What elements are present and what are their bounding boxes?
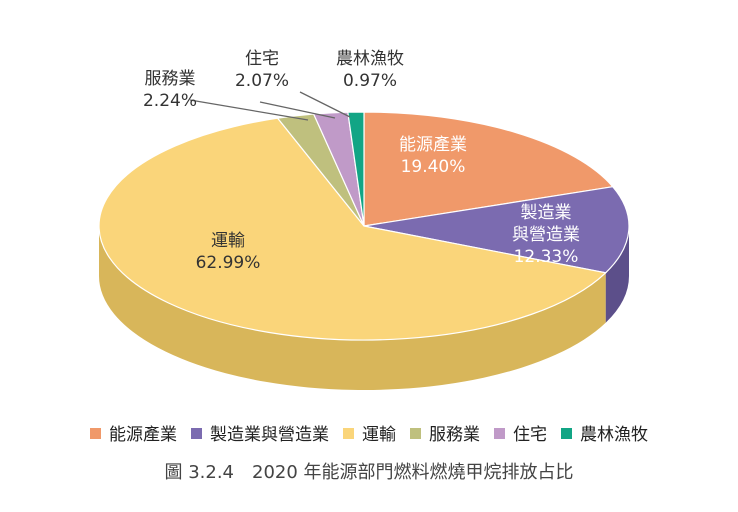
legend-label: 運輸 <box>362 425 396 445</box>
legend-label: 農林漁牧 <box>580 425 648 445</box>
legend-swatch <box>494 428 505 439</box>
leader-line <box>299 91 351 118</box>
legend-item: 服務業 <box>410 425 480 445</box>
chart-title: 圖 3.2.4 2020 年能源部門燃料燃燒甲烷排放占比 <box>164 462 574 483</box>
legend-item: 住宅 <box>494 425 547 445</box>
data-label: 製造業與營造業 12.33% <box>512 203 580 267</box>
leader-line <box>189 99 309 121</box>
legend-swatch <box>343 428 354 439</box>
legend-swatch <box>410 428 421 439</box>
legend-label: 製造業與營造業 <box>210 425 329 445</box>
legend-label: 服務業 <box>429 425 480 445</box>
legend-label: 住宅 <box>513 425 547 445</box>
legend-swatch <box>90 428 101 439</box>
legend-label: 能源產業 <box>109 425 177 445</box>
legend-item: 能源產業 <box>90 425 177 445</box>
legend-item: 製造業與營造業 <box>191 425 329 445</box>
legend-item: 運輸 <box>343 425 396 445</box>
pie-slice-side <box>99 226 606 390</box>
data-label: 運輸 62.99% <box>196 231 261 273</box>
pie-slice <box>98 117 607 341</box>
data-label: 服務業 2.24% <box>143 69 197 111</box>
pie-slice <box>363 186 630 274</box>
leader-line <box>259 101 336 119</box>
pie-chart: 能源產業 19.40% 製造業與營造業 12.33% 運輸 62.99% 服務業 2.24% 住… <box>98 49 630 390</box>
data-label: 住宅 2.07% <box>235 49 289 91</box>
legend-swatch <box>561 428 572 439</box>
legend-swatch <box>191 428 202 439</box>
data-label: 能源產業 19.40% <box>399 135 467 177</box>
data-label: 農林漁牧 0.97% <box>336 49 404 91</box>
pie-slice <box>347 111 365 227</box>
legend-item: 農林漁牧 <box>561 425 648 445</box>
pie-slice <box>363 111 614 227</box>
legend: 能源產業 製造業與營造業 運輸 服務業 住宅 農林漁牧 <box>0 420 738 445</box>
